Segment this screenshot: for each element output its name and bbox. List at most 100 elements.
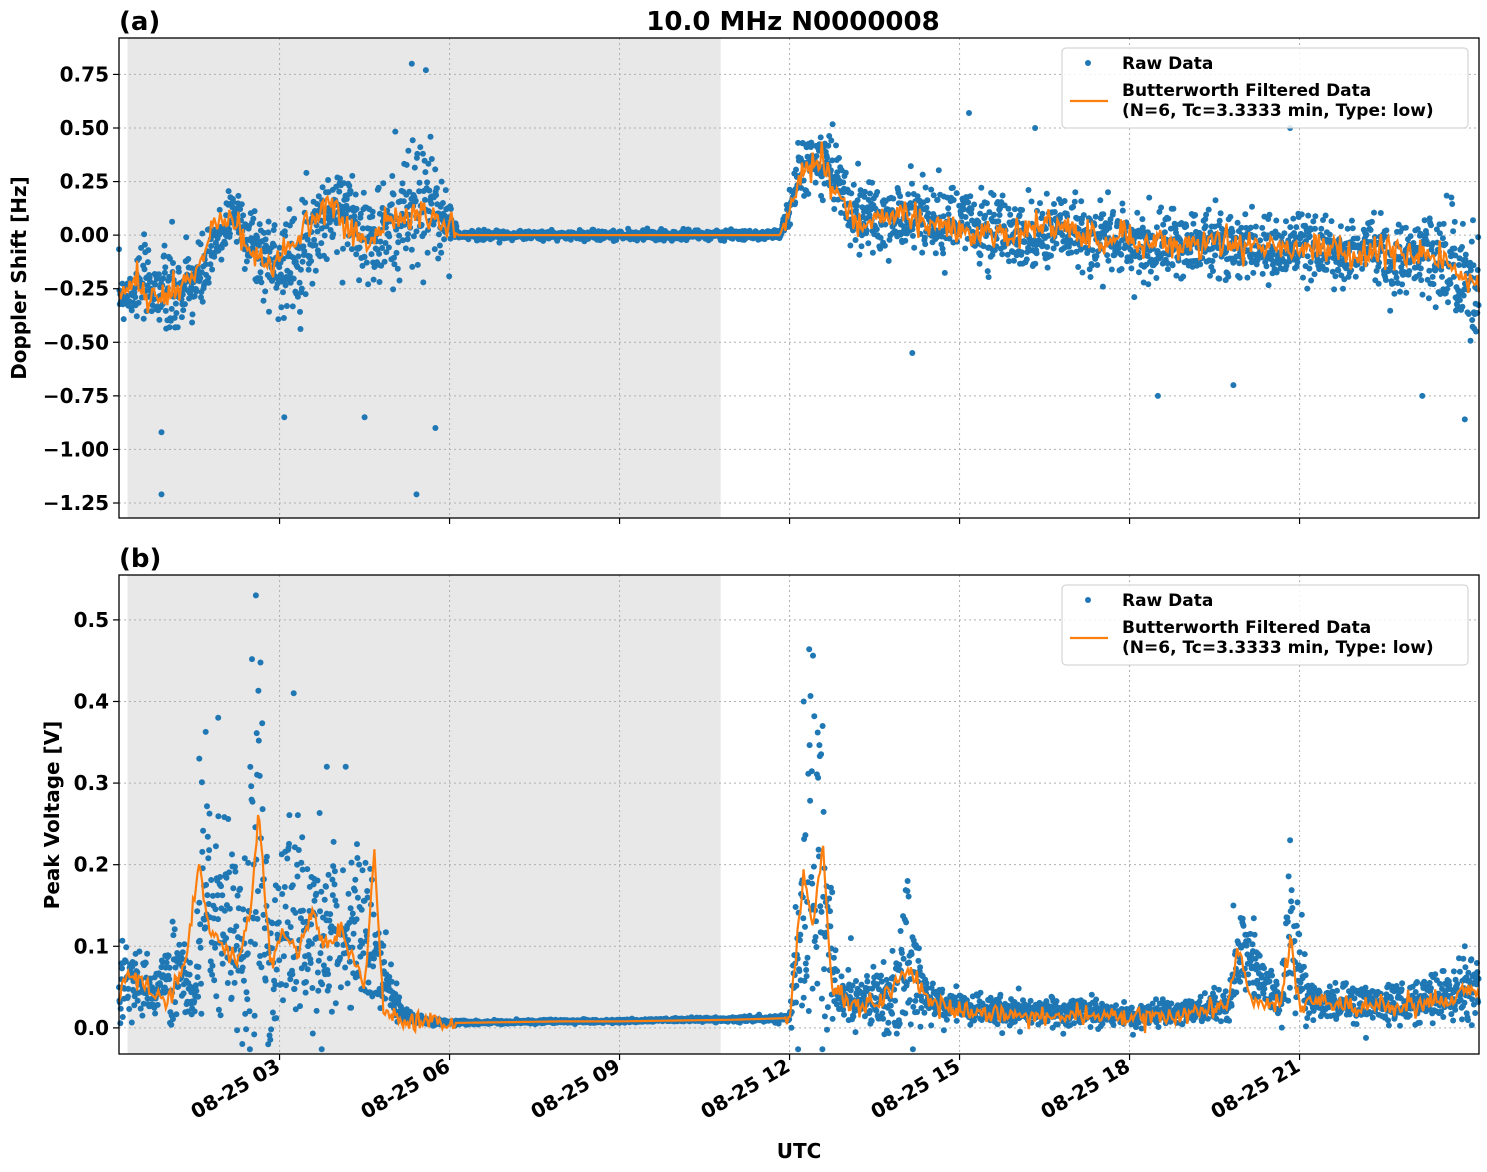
raw-data-point <box>1460 292 1467 299</box>
y-tick-label: −0.25 <box>43 277 109 301</box>
raw-data-point <box>1007 211 1014 218</box>
raw-data-point <box>255 888 261 895</box>
raw-data-point <box>802 923 808 930</box>
raw-data-point <box>1468 238 1475 245</box>
raw-data-point <box>302 989 309 996</box>
raw-data-point <box>1290 215 1297 222</box>
raw-data-point <box>1053 240 1060 247</box>
raw-data-point <box>369 213 376 220</box>
raw-data-point <box>1089 247 1096 254</box>
raw-data-point <box>1387 307 1394 314</box>
raw-data-point <box>119 1014 126 1020</box>
raw-data-point <box>196 937 203 944</box>
raw-data-point <box>803 973 810 980</box>
raw-data-point <box>1293 224 1300 231</box>
raw-data-point <box>1432 304 1439 311</box>
raw-data-point <box>818 995 825 1002</box>
raw-data-point <box>396 232 403 239</box>
raw-data-point <box>280 953 287 960</box>
raw-data-point <box>192 982 199 989</box>
raw-data-point <box>353 251 360 258</box>
raw-data-point <box>337 984 344 991</box>
raw-data-point <box>1139 216 1146 223</box>
raw-data-point <box>1475 234 1482 241</box>
y-tick-label: 0.75 <box>60 62 109 86</box>
raw-data-point <box>168 305 175 312</box>
raw-data-point <box>340 245 346 252</box>
raw-data-point <box>1183 223 1190 230</box>
raw-data-point <box>1418 277 1425 284</box>
raw-data-point <box>180 307 187 314</box>
raw-data-point <box>976 260 983 267</box>
raw-data-point <box>1470 262 1477 269</box>
y-tick-label: −1.25 <box>43 491 109 515</box>
raw-data-point <box>340 867 346 874</box>
raw-data-point <box>439 200 446 206</box>
raw-data-point <box>232 868 239 875</box>
raw-data-point <box>141 266 148 273</box>
raw-data-point <box>197 241 204 248</box>
raw-data-point <box>1265 282 1272 289</box>
raw-data-point <box>376 250 383 257</box>
raw-data-point <box>396 994 403 1001</box>
raw-data-point <box>296 279 303 286</box>
raw-data-point <box>268 1026 275 1033</box>
raw-data-point <box>279 891 286 897</box>
raw-data-point <box>833 142 839 149</box>
raw-data-point <box>275 919 282 926</box>
raw-data-point <box>131 289 138 296</box>
raw-data-point <box>1340 285 1346 292</box>
raw-data-point <box>808 874 815 880</box>
raw-data-point <box>218 256 225 263</box>
raw-data-point <box>840 179 847 186</box>
raw-data-point <box>815 774 822 781</box>
raw-data-point <box>193 288 200 295</box>
raw-data-point <box>905 191 912 198</box>
raw-data-point <box>300 243 307 250</box>
raw-data-point <box>209 266 216 273</box>
raw-data-point <box>302 291 309 298</box>
raw-data-point <box>853 202 860 209</box>
raw-data-point <box>379 245 386 251</box>
raw-data-point <box>226 905 233 912</box>
raw-data-point <box>795 1046 802 1053</box>
raw-data-point <box>984 268 991 275</box>
raw-data-point <box>420 279 427 286</box>
raw-data-point <box>317 908 323 915</box>
raw-data-point <box>1119 207 1126 214</box>
raw-data-point <box>953 190 960 197</box>
raw-data-point <box>907 163 914 170</box>
raw-data-point <box>388 961 394 968</box>
raw-data-point <box>1425 295 1432 302</box>
raw-data-point <box>281 228 288 235</box>
raw-data-point <box>256 221 263 228</box>
raw-data-point <box>344 980 351 987</box>
raw-data-point <box>226 869 233 876</box>
raw-data-point <box>119 937 126 944</box>
raw-data-point <box>1071 198 1078 205</box>
raw-data-point <box>300 907 306 914</box>
raw-data-point <box>237 885 244 892</box>
raw-data-point <box>1465 311 1472 317</box>
raw-data-point <box>195 964 202 970</box>
raw-data-point <box>257 659 264 666</box>
raw-data-outlier <box>158 429 165 436</box>
raw-data-point <box>325 871 332 878</box>
raw-data-point <box>985 274 992 281</box>
raw-data-point <box>228 994 235 1001</box>
panel-a-legend-raw-label: Raw Data <box>1122 54 1213 74</box>
raw-data-point <box>295 847 302 853</box>
raw-data-point <box>133 313 140 320</box>
y-tick-label: 0.00 <box>60 223 109 247</box>
raw-data-outlier <box>1032 125 1039 131</box>
raw-data-point <box>175 268 182 275</box>
raw-data-point <box>354 855 361 861</box>
raw-data-point <box>123 944 130 951</box>
raw-data-point <box>1266 211 1273 218</box>
raw-data-point <box>1094 262 1101 268</box>
raw-data-point <box>1304 253 1311 260</box>
raw-data-point <box>333 902 340 909</box>
raw-data-point <box>403 161 410 168</box>
raw-data-point <box>1470 217 1476 224</box>
raw-data-point <box>249 798 256 805</box>
